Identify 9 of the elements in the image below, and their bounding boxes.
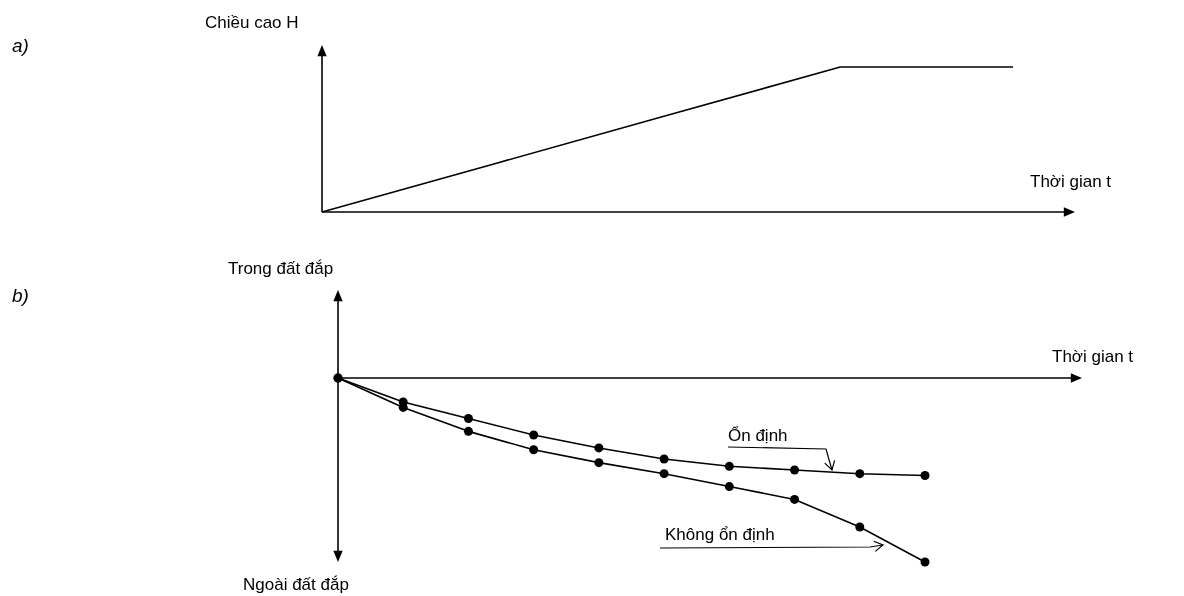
x-axis-title: Thời gian t — [1030, 172, 1112, 191]
text: Ngoài đất đắp — [243, 575, 349, 594]
x-axis-title: Thời gian t — [1052, 347, 1134, 366]
y-axis-title: Chiều cao H — [205, 13, 299, 32]
text: a) — [12, 35, 29, 56]
series-label: Ổn định — [728, 426, 788, 445]
y-axis-title: Trong đất đắp — [228, 259, 334, 278]
series-label: Không ổn định — [665, 525, 775, 544]
text: b) — [12, 285, 29, 306]
